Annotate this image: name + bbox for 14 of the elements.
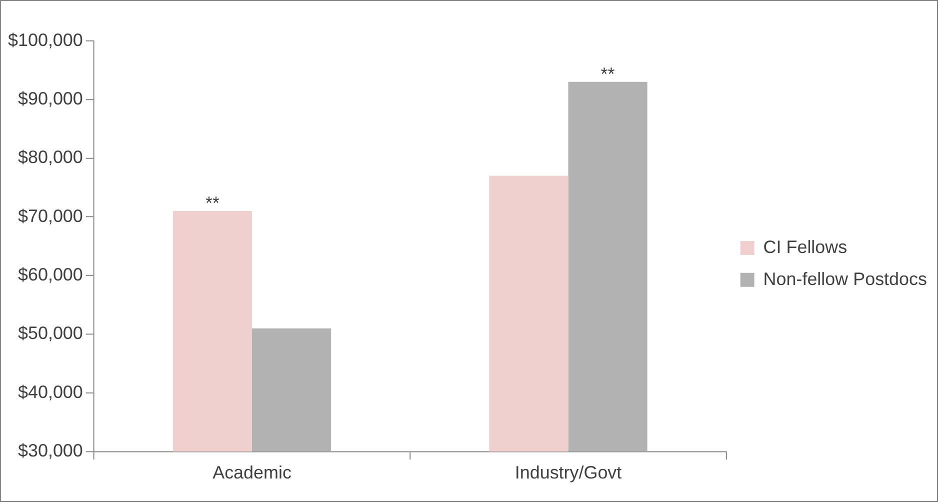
x-tick-label: Industry/Govt xyxy=(514,462,622,482)
y-tick-label: $60,000 xyxy=(18,264,83,285)
y-tick-label: $100,000 xyxy=(8,30,83,50)
y-tick-label: $90,000 xyxy=(18,88,83,108)
y-tick-label: $70,000 xyxy=(18,206,83,226)
y-tick-label: $50,000 xyxy=(18,323,83,344)
y-tick-label: $40,000 xyxy=(18,382,83,402)
x-tick-label: Academic xyxy=(212,462,292,482)
legend-label: CI Fellows xyxy=(763,236,848,257)
annotation: ** xyxy=(600,64,615,84)
y-tick-label: $30,000 xyxy=(18,440,83,461)
y-tick-label: $80,000 xyxy=(18,147,83,168)
annotation: ** xyxy=(205,193,220,213)
legend-label: Non-fellow Postdocs xyxy=(763,268,927,289)
